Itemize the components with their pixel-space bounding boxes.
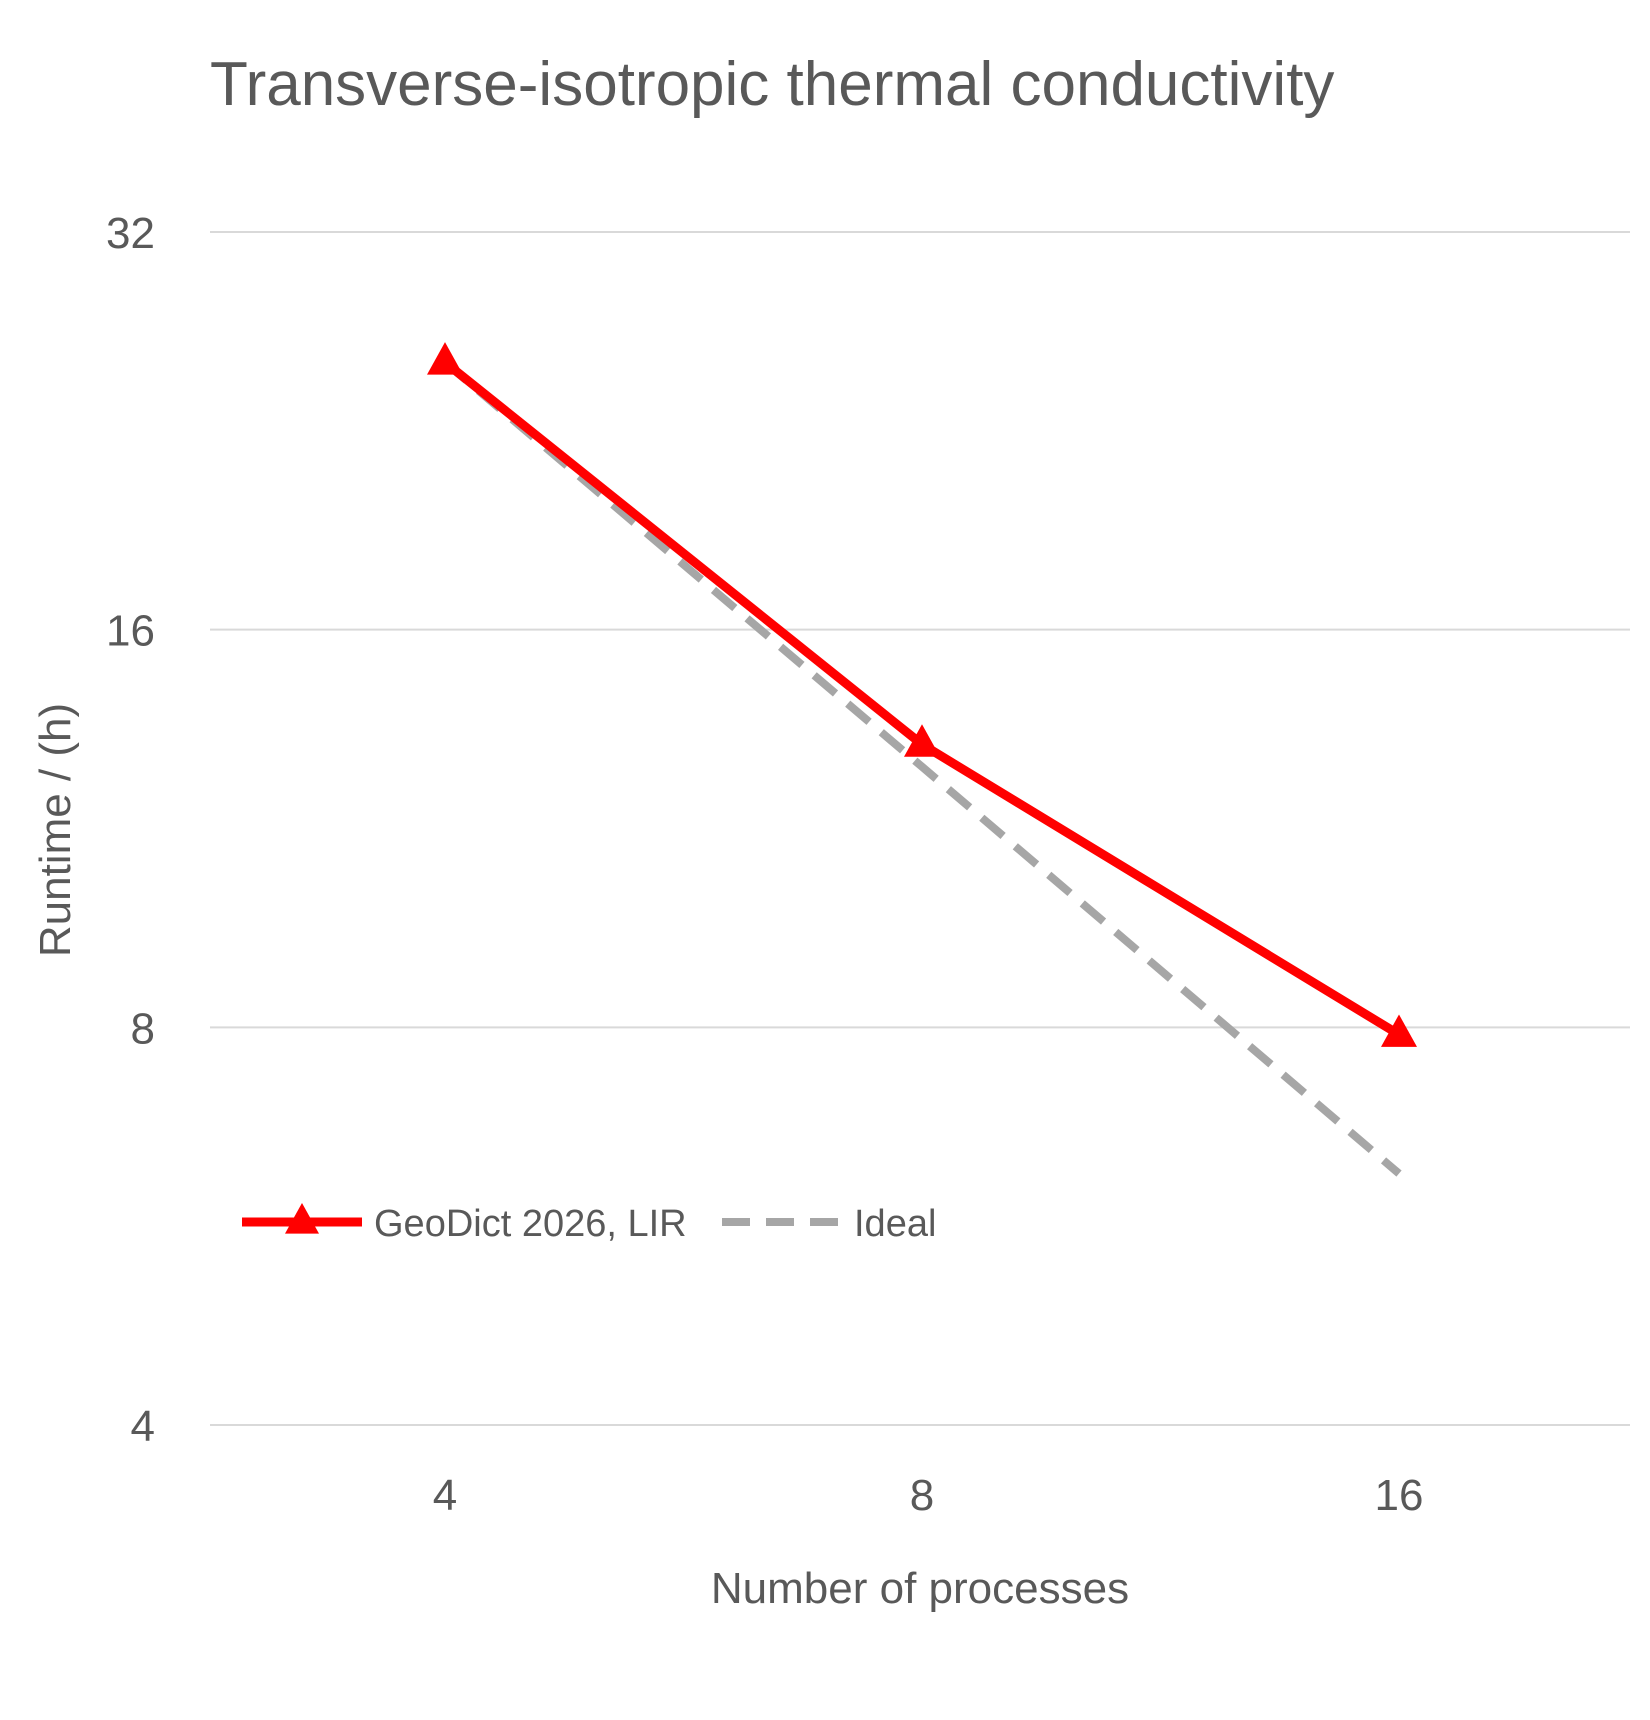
x-tick-label-4: 4 [433,1471,457,1520]
x-axis-label: Number of processes [711,1564,1129,1613]
y-tick-label-8: 8 [131,1004,155,1053]
y-tick-labels: 4 8 16 32 [106,209,155,1451]
series-line-1 [442,359,1402,1177]
x-tick-labels: 4 8 16 [433,1471,1424,1520]
series-line-0 [442,358,1402,1039]
legend-label-0: GeoDict 2026, LIR [374,1203,687,1245]
series-0-point-2 [1381,1014,1417,1047]
legend: GeoDict 2026, LIR Ideal [242,1203,936,1245]
gridlines [210,231,1630,1426]
y-tick-label-32: 32 [106,209,155,258]
legend-marker-0 [285,1203,319,1234]
y-tick-label-16: 16 [106,607,155,656]
series-0-point-1 [904,724,940,757]
series-0-point-0 [427,342,463,375]
y-tick-label-4: 4 [131,1402,155,1451]
x-tick-label-8: 8 [910,1471,934,1520]
y-axis-label: Runtime / (h) [31,703,80,957]
x-tick-label-16: 16 [1375,1471,1424,1520]
series-group [427,342,1417,1177]
chart-title: Transverse-isotropic thermal conductivit… [210,50,1334,119]
legend-label-1: Ideal [854,1203,936,1245]
